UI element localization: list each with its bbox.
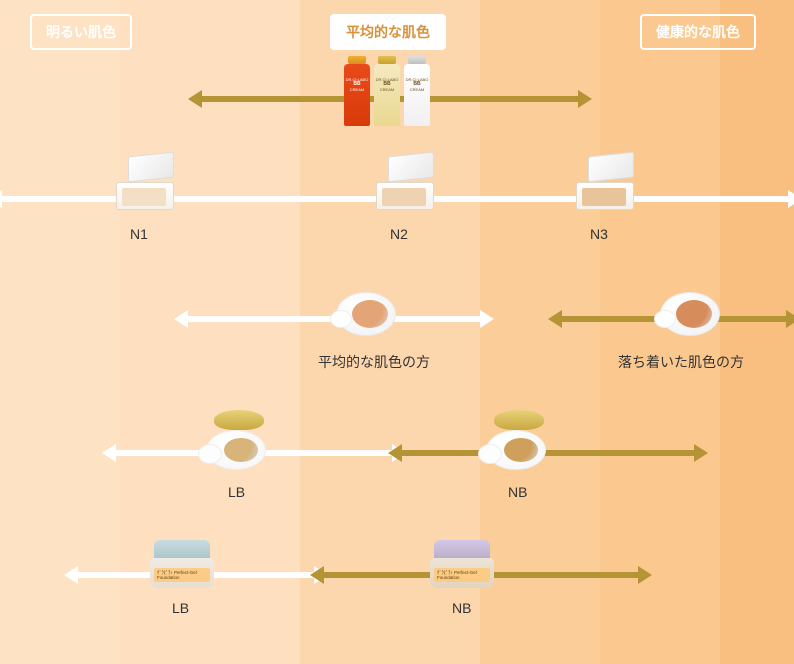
foundation-jar: ｸﾞﾗﾋﾞﾃｨ Perfect-GelFoundation [150,540,214,588]
bb-tube: DR.CI:LABOBBCREAM [344,64,370,126]
shade-label: N3 [590,226,608,242]
shade-label: LB [228,484,245,500]
cushion-compact [660,280,726,336]
bg-col-1 [0,0,120,664]
shade-label: 落ち着いた肌色の方 [618,352,744,372]
powder-compact [376,160,440,210]
shade-label: N1 [130,226,148,242]
shade-label: 平均的な肌色の方 [318,352,430,372]
bg-col-6 [720,0,794,664]
powder-compact [116,160,180,210]
skin-tone-header: 平均的な肌色 [330,14,446,50]
cushion-compact [336,280,402,336]
shade-label: LB [172,600,189,616]
bb-tube: DR.CI:LABOBBCREAM [404,64,430,126]
shade-label: N2 [390,226,408,242]
skin-tone-header: 健康的な肌色 [640,14,756,50]
bb-tube: DR.CI:LABOBBCREAM [374,64,400,126]
shade-label: NB [452,600,471,616]
bb-cream-tubes: DR.CI:LABOBBCREAMDR.CI:LABOBBCREAMDR.CI:… [342,64,432,126]
gold-cushion [486,410,552,470]
powder-compact [576,160,640,210]
gold-cushion [206,410,272,470]
skin-tone-header: 明るい肌色 [30,14,132,50]
foundation-jar: ｸﾞﾗﾋﾞﾃｨ Perfect-GelFoundation [430,540,494,588]
shade-label: NB [508,484,527,500]
